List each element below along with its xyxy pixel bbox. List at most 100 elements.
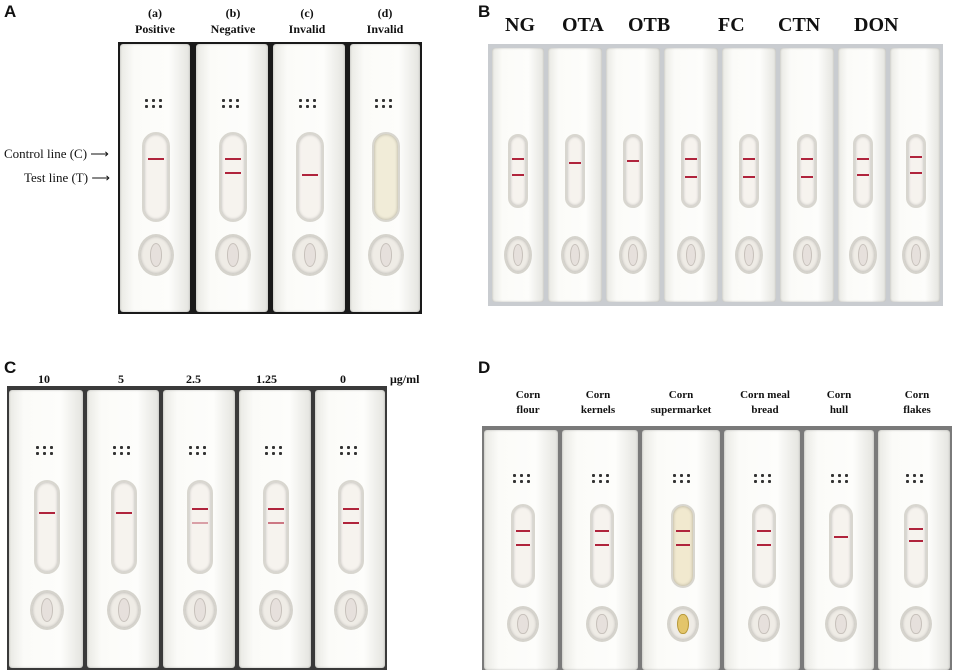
dots-icon: [189, 446, 206, 455]
test-strip: [548, 48, 602, 302]
result-window: [34, 480, 60, 574]
sample-well: [507, 606, 539, 642]
sample-well: [259, 590, 293, 630]
control-line-label: Control line (C) ⟶: [4, 146, 109, 162]
test-strip: [664, 48, 718, 302]
panel-d-label-6: Corn flakes: [892, 388, 942, 418]
control-line: [569, 162, 581, 164]
sample-line2: supermarket: [650, 404, 712, 416]
panel-c-label-1-25: 1.25: [256, 372, 277, 386]
control-line: [743, 158, 755, 160]
strip-label: Invalid: [288, 22, 326, 36]
test-strip: [722, 48, 776, 302]
sample-well: [215, 234, 251, 276]
test-strip: [484, 430, 558, 670]
test-strip: [724, 430, 800, 670]
sample-well: [825, 606, 857, 642]
test-strip: [163, 390, 235, 668]
panel-b-label-ng: NG: [505, 14, 535, 36]
control-line: [39, 512, 55, 514]
control-line: [801, 158, 813, 160]
result-window: [829, 504, 853, 588]
sample-well: [561, 236, 589, 274]
test-line: [224, 172, 242, 174]
sample-line1: Corn: [585, 389, 611, 401]
test-strip: [606, 48, 660, 302]
dots-icon: [831, 474, 848, 483]
panel-a-photo: [118, 42, 422, 314]
test-line-label: Test line (T) ⟶: [24, 170, 110, 186]
result-window: [263, 480, 289, 574]
test-strip: [120, 44, 190, 312]
sample-well: [504, 236, 532, 274]
control-line: [685, 158, 697, 160]
test-strip: [196, 44, 268, 312]
panel-d-label-2: Corn kernels: [568, 388, 628, 418]
sample-well: [292, 234, 328, 276]
control-line: [192, 508, 208, 510]
sample-well: [586, 606, 618, 642]
result-window: [671, 504, 695, 588]
result-window: [111, 480, 137, 574]
control-line: [268, 508, 284, 510]
test-line: [268, 522, 284, 524]
test-line: [512, 174, 524, 176]
test-line: [343, 522, 359, 524]
test-line: [301, 174, 319, 176]
result-window: [187, 480, 213, 574]
dots-icon: [375, 99, 392, 108]
result-window: [853, 134, 873, 208]
test-line: [857, 174, 869, 176]
result-window: [338, 480, 364, 574]
panel-d-label-4: Corn meal bread: [730, 388, 800, 418]
sample-line1: Corn: [904, 389, 930, 401]
result-window: [623, 134, 643, 208]
test-strip: [838, 48, 886, 302]
test-line: [801, 176, 813, 178]
sample-well: [107, 590, 141, 630]
panel-b-label-fc: FC: [718, 14, 745, 36]
result-window: [739, 134, 759, 208]
sample-line2: bread: [751, 404, 779, 416]
test-strip: [350, 44, 420, 312]
sample-well: [619, 236, 647, 274]
test-strip: [273, 44, 345, 312]
panel-d-label-5: Corn hull: [814, 388, 864, 418]
control-line: [343, 508, 359, 510]
control-line-text: Control line (C): [4, 146, 88, 161]
result-window: [681, 134, 701, 208]
test-line: [676, 544, 690, 546]
dots-icon: [113, 446, 130, 455]
control-line: [757, 530, 771, 532]
test-strip: [562, 430, 638, 670]
sample-well: [793, 236, 821, 274]
panel-b-label-don: DON: [854, 14, 899, 36]
panel-c-unit: μg/ml: [390, 372, 420, 386]
panel-b-label-ctn: CTN: [778, 14, 821, 36]
sample-line1: Corn: [515, 389, 541, 401]
test-line: [757, 544, 771, 546]
test-strip: [890, 48, 940, 302]
sample-well: [849, 236, 877, 274]
control-line: [909, 528, 923, 530]
panel-c-photo: [7, 386, 387, 670]
test-strip: [780, 48, 834, 302]
test-line: [685, 176, 697, 178]
test-line: [192, 522, 208, 524]
test-strip: [492, 48, 544, 302]
panel-c-label-10: 10: [38, 372, 50, 386]
dots-icon: [222, 99, 239, 108]
test-strip: [239, 390, 311, 668]
sample-line2: flour: [516, 404, 540, 416]
control-line: [676, 530, 690, 532]
sample-well: [138, 234, 174, 276]
strip-label: Invalid: [366, 22, 404, 36]
sample-well: [677, 236, 705, 274]
result-window: [142, 132, 170, 222]
strip-tag: (a): [148, 6, 162, 20]
dots-icon: [592, 474, 609, 483]
panel-b-photo: [488, 44, 943, 306]
strip-tag: (d): [377, 6, 393, 20]
panel-c-label-2-5: 2.5: [186, 372, 201, 386]
panel-a-label-2: (b) Negative: [197, 5, 269, 37]
